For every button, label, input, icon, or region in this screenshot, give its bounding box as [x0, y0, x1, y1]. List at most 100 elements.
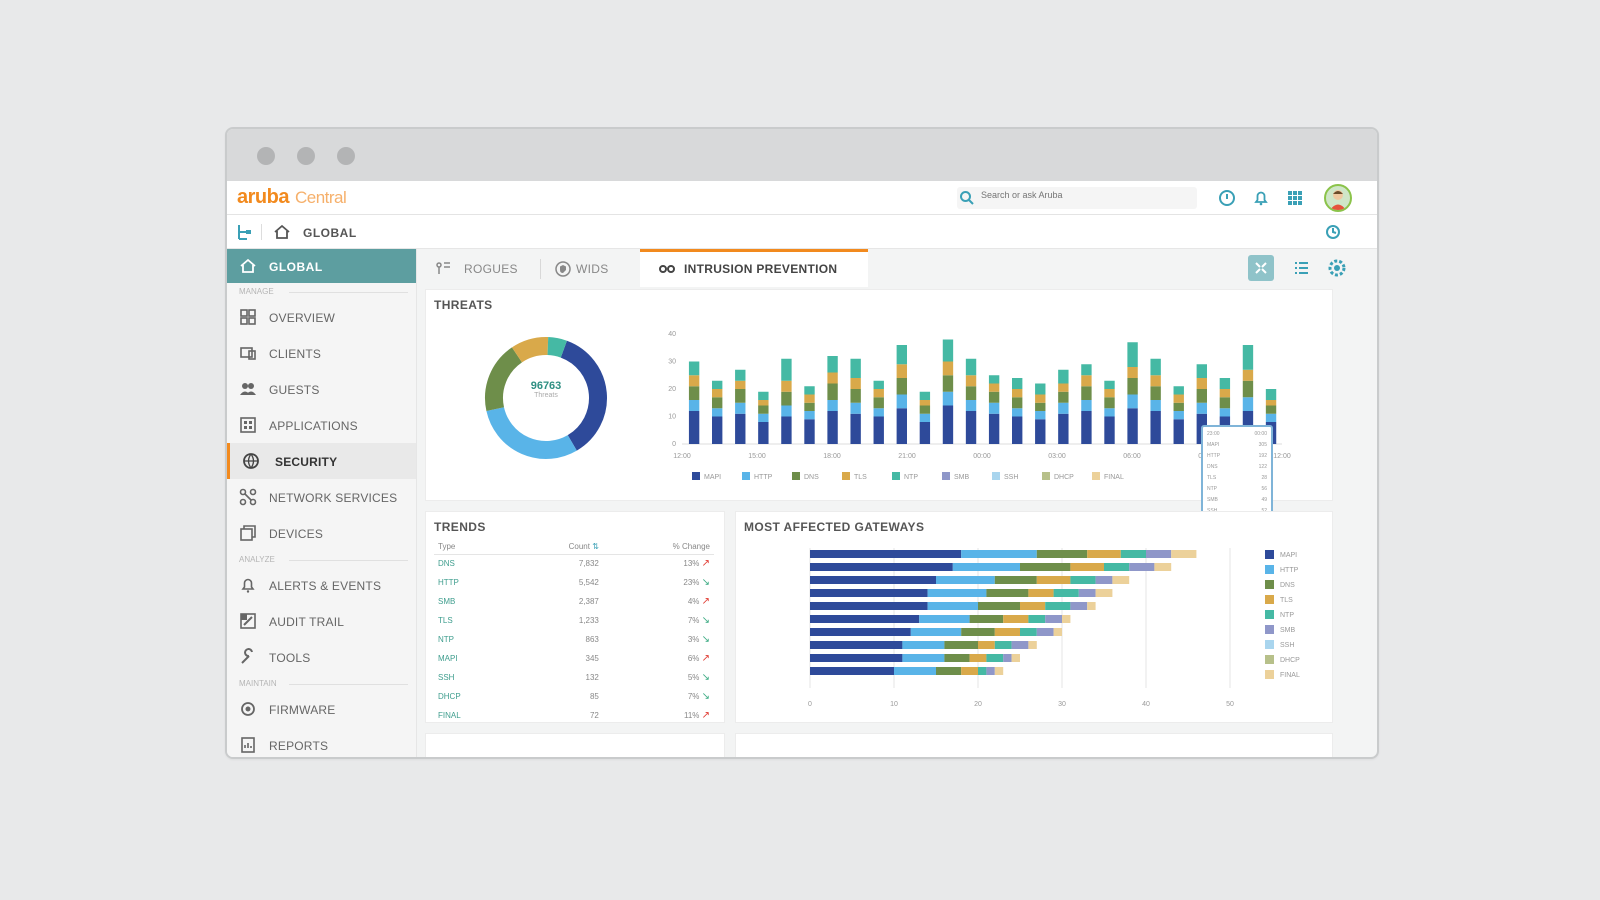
bar-segment-http: [758, 413, 769, 422]
product-name: Central: [294, 188, 347, 207]
history-icon[interactable]: [1324, 223, 1342, 241]
hbar-segment-smb: [1095, 576, 1113, 584]
legend-label-smb: SMB: [1280, 627, 1296, 634]
wrench-icon: [241, 648, 253, 664]
window-close-dot[interactable]: [257, 147, 275, 165]
trend-change-value: 3%: [687, 635, 702, 644]
hierarchy-icon[interactable]: [235, 223, 253, 241]
bar-segment-http: [1012, 408, 1023, 417]
window-minimize-dot[interactable]: [297, 147, 315, 165]
home-icon[interactable]: [273, 224, 291, 240]
bar-segment-ntp: [1127, 342, 1138, 367]
bar-segment-dns: [781, 391, 792, 406]
tooltip-key: 23:00: [1207, 431, 1220, 437]
bar-segment-http: [804, 411, 815, 420]
sidebar-item-applications[interactable]: APPLICATIONS: [227, 407, 416, 443]
tab-wids[interactable]: WIDS: [552, 249, 632, 287]
apps-grid-icon[interactable]: [1285, 188, 1305, 208]
settings-button[interactable]: [1324, 255, 1350, 281]
sidebar-item-label: DEVICES: [269, 527, 324, 541]
hbar-segment-ntp: [1020, 628, 1037, 636]
table-row[interactable]: HTTP 5,542 23% ↘: [434, 573, 714, 592]
bar-segment-http: [850, 402, 861, 414]
sidebar-item-firmware[interactable]: FIRMWARE: [227, 691, 416, 727]
sidebar: GLOBAL MANAGE OVERVIEW CLIENTS GUESTS AP…: [227, 249, 417, 757]
donut-slice-http: [486, 406, 577, 459]
table-row[interactable]: DNS 7,832 13% ↗: [434, 554, 714, 573]
legend-label-ntp: NTP: [904, 474, 918, 481]
hbar-segment-http: [902, 654, 945, 662]
trend-change: 7% ↘: [603, 687, 714, 706]
gateways-bar-chart[interactable]: 0 10 20 30 40 50 MAPI HTTP DNS TLS NTP SMB SSH DHCP FI…: [740, 532, 1330, 722]
table-row[interactable]: MAPI 345 6% ↗: [434, 649, 714, 668]
trend-down-icon: ↘: [701, 577, 710, 588]
tab-rogues[interactable]: ROGUES: [432, 249, 532, 287]
table-row[interactable]: TLS 1,233 7% ↘: [434, 611, 714, 630]
user-avatar[interactable]: [1324, 184, 1352, 212]
hbar-segment-ntp: [1045, 602, 1071, 610]
search-box[interactable]: [957, 187, 1197, 209]
col-type[interactable]: Type: [434, 540, 510, 555]
app-logo[interactable]: aruba Central: [237, 186, 347, 209]
sidebar-item-reports[interactable]: REPORTS: [227, 727, 416, 757]
sidebar-item-network-services[interactable]: NETWORK SERVICES: [227, 479, 416, 515]
bar-segment-http: [1265, 413, 1277, 422]
bar-segment-ntp: [1265, 389, 1277, 400]
list-view-button[interactable]: [1288, 255, 1314, 281]
table-row[interactable]: FINAL 72 11% ↗: [434, 706, 714, 725]
sidebar-item-guests[interactable]: GUESTS: [227, 371, 416, 407]
hbar-segment-final: [1011, 654, 1020, 662]
bar-segment-http: [942, 391, 954, 406]
sidebar-item-security[interactable]: SECURITY: [227, 443, 416, 479]
bar-segment-ntp: [965, 358, 977, 376]
search-input[interactable]: [981, 190, 1181, 200]
sidebar-item-overview[interactable]: OVERVIEW: [227, 299, 416, 335]
bell-icon[interactable]: [1251, 188, 1271, 208]
sidebar-item-label: AUDIT TRAIL: [269, 615, 345, 629]
legend-label-tls: TLS: [1280, 597, 1293, 604]
window-maximize-dot[interactable]: [337, 147, 355, 165]
hbar-segment-ntp: [1104, 563, 1130, 571]
donut-center: 96763 Threats: [516, 380, 576, 399]
help-icon[interactable]: [1217, 188, 1237, 208]
tab-intrusion-prevention[interactable]: INTRUSION PREVENTION: [640, 249, 868, 287]
tab-rogues-label: ROGUES: [464, 262, 518, 276]
sidebar-item-tools[interactable]: TOOLS: [227, 639, 416, 675]
sidebar-global[interactable]: GLOBAL: [227, 249, 416, 283]
bar-segment-mapi: [735, 413, 746, 444]
bar-segment-dns: [988, 391, 1000, 403]
hbar-segment-ntp: [1028, 615, 1046, 623]
hbar-segment-dns: [944, 641, 978, 649]
bar-segment-ntp: [1035, 383, 1046, 395]
donut-total: 96763: [530, 380, 562, 392]
hbar-segment-http: [927, 602, 978, 610]
hbar-segment-http: [919, 615, 970, 623]
bar-segment-dns: [850, 389, 861, 403]
col-count[interactable]: Count ⇅: [509, 540, 603, 555]
bar-segment-tls: [850, 378, 861, 389]
table-row[interactable]: SSH 132 5% ↘: [434, 668, 714, 687]
sidebar-item-alerts-events[interactable]: ALERTS & EVENTS: [227, 567, 416, 603]
legend-swatch-tls: [842, 472, 850, 480]
col-change[interactable]: % Change: [602, 540, 714, 555]
sidebar-item-audit-trail[interactable]: AUDIT TRAIL: [227, 603, 416, 639]
sort-icon: ⇅: [592, 542, 599, 552]
dashboard-icon: [240, 309, 256, 325]
hbar-segment-http: [894, 667, 936, 675]
table-row[interactable]: DHCP 85 7% ↘: [434, 687, 714, 706]
tab-wids-label: WIDS: [576, 262, 609, 276]
trend-up-icon: ↗: [701, 710, 710, 721]
bar-segment-ntp: [1219, 378, 1231, 389]
trend-change: 3% ↘: [603, 630, 714, 649]
threats-donut-chart[interactable]: [476, 328, 616, 468]
sidebar-item-devices[interactable]: DEVICES: [227, 515, 416, 551]
table-row[interactable]: NTP 863 3% ↘: [434, 630, 714, 649]
hbar-segment-tls: [1003, 615, 1029, 623]
chart-view-button[interactable]: [1248, 255, 1274, 281]
bar-segment-mapi: [1127, 408, 1138, 444]
bar-segment-dns: [1035, 402, 1046, 411]
trend-type: DHCP: [438, 692, 461, 701]
sidebar-item-clients[interactable]: CLIENTS: [227, 335, 416, 371]
table-row[interactable]: SMB 2,387 4% ↗: [434, 592, 714, 611]
threats-time-chart[interactable]: 0 10 20 30 40 12:00 15:00 18:00 21:00 00:00 03:00 0…: [652, 294, 1332, 494]
